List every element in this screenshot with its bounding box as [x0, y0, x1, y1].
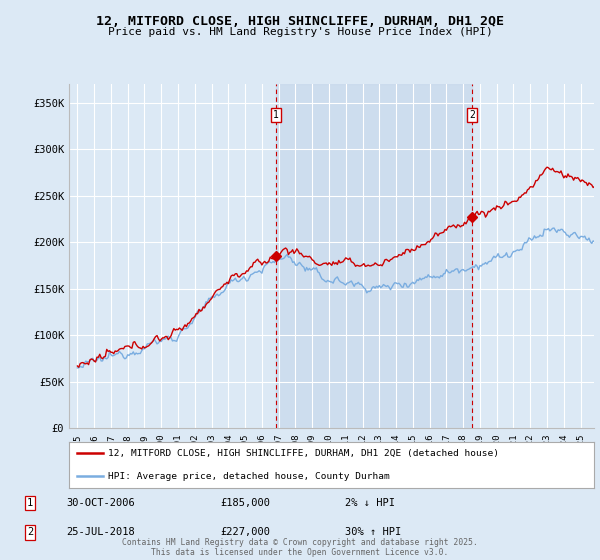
Text: 2: 2	[27, 528, 33, 537]
Text: £185,000: £185,000	[220, 498, 271, 508]
Text: Price paid vs. HM Land Registry's House Price Index (HPI): Price paid vs. HM Land Registry's House …	[107, 27, 493, 37]
Text: 30% ↑ HPI: 30% ↑ HPI	[346, 528, 402, 537]
Text: Contains HM Land Registry data © Crown copyright and database right 2025.
This d: Contains HM Land Registry data © Crown c…	[122, 538, 478, 557]
Bar	[276, 84, 472, 428]
Text: 1: 1	[27, 498, 33, 508]
Text: 30-OCT-2006: 30-OCT-2006	[66, 498, 135, 508]
Text: 2: 2	[469, 110, 475, 120]
Text: 12, MITFORD CLOSE, HIGH SHINCLIFFE, DURHAM, DH1 2QE (detached house): 12, MITFORD CLOSE, HIGH SHINCLIFFE, DURH…	[109, 449, 499, 458]
Text: 12, MITFORD CLOSE, HIGH SHINCLIFFE, DURHAM, DH1 2QE: 12, MITFORD CLOSE, HIGH SHINCLIFFE, DURH…	[96, 15, 504, 28]
Text: 25-JUL-2018: 25-JUL-2018	[66, 528, 135, 537]
Text: HPI: Average price, detached house, County Durham: HPI: Average price, detached house, Coun…	[109, 472, 390, 481]
Text: £227,000: £227,000	[220, 528, 271, 537]
Text: 2% ↓ HPI: 2% ↓ HPI	[346, 498, 395, 508]
Text: 1: 1	[273, 110, 279, 120]
